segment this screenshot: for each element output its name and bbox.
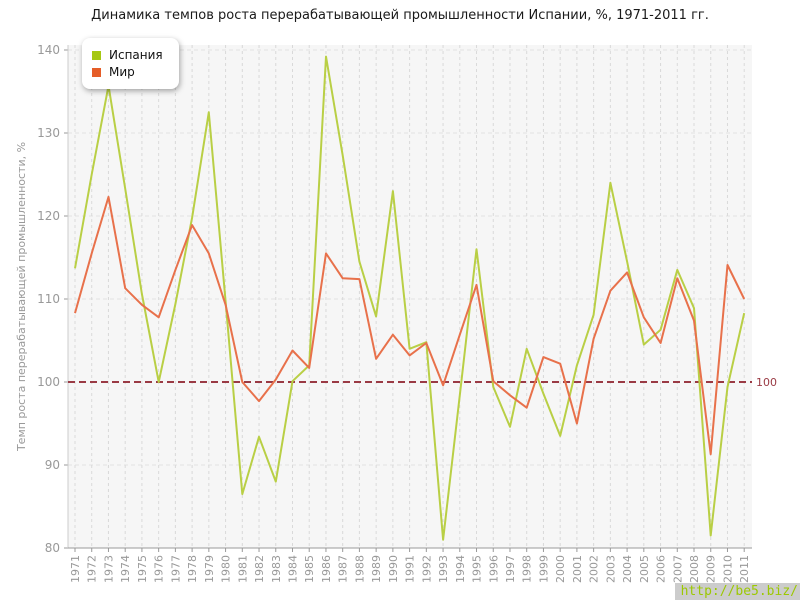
- y-tick-label: 110: [37, 292, 60, 306]
- x-tick-label: 1991: [404, 555, 417, 583]
- x-tick-label: 1975: [136, 555, 149, 583]
- x-tick-label: 1990: [387, 555, 400, 583]
- x-tick-label: 2001: [571, 555, 584, 583]
- x-tick-label: 1989: [370, 555, 383, 583]
- x-tick-label: 1988: [353, 555, 366, 583]
- y-tick-label: 120: [37, 209, 60, 223]
- x-tick-label: 2007: [671, 555, 684, 583]
- x-tick-label: 1998: [521, 555, 534, 583]
- legend-item-spain[interactable]: Испания: [92, 48, 163, 62]
- x-tick-label: 1971: [69, 555, 82, 583]
- x-tick-label: 1995: [471, 555, 484, 583]
- legend-label-spain: Испания: [109, 48, 163, 62]
- y-axis-title: Темп роста перерабатывающей промышленнос…: [15, 142, 28, 452]
- y-tick-label: 140: [37, 43, 60, 57]
- legend-item-world[interactable]: Мир: [92, 65, 163, 79]
- x-tick-label: 2010: [721, 555, 734, 583]
- x-tick-label: 2008: [688, 555, 701, 583]
- x-tick-label: 1979: [203, 555, 216, 583]
- y-tick-label: 80: [45, 541, 60, 555]
- x-tick-label: 2009: [705, 555, 718, 583]
- x-tick-label: 1981: [236, 555, 249, 583]
- legend: Испания Мир: [82, 38, 179, 89]
- x-tick-label: 2011: [738, 555, 751, 583]
- x-tick-label: 1987: [337, 555, 350, 583]
- x-tick-label: 2004: [621, 555, 634, 583]
- x-tick-label: 1973: [102, 555, 115, 583]
- chart-title: Динамика темпов роста перерабатывающей п…: [91, 8, 709, 23]
- plot-background: [68, 45, 752, 548]
- x-tick-label: 1994: [454, 555, 467, 583]
- x-tick-label: 1996: [487, 555, 500, 583]
- x-tick-label: 1977: [169, 555, 182, 583]
- x-tick-label: 2006: [655, 555, 668, 583]
- spain-swatch-icon: [92, 50, 101, 60]
- x-tick-label: 1993: [437, 555, 450, 583]
- x-tick-label: 1976: [153, 555, 166, 583]
- x-tick-label: 1997: [504, 555, 517, 583]
- x-tick-label: 1972: [86, 555, 99, 583]
- watermark-link[interactable]: http://be5.biz/: [674, 583, 800, 600]
- x-tick-label: 1983: [270, 555, 283, 583]
- x-tick-label: 2005: [638, 555, 651, 583]
- series-line-world: [74, 195, 746, 456]
- y-tick-label: 90: [45, 458, 60, 472]
- x-tick-label: 1992: [420, 555, 433, 583]
- x-tick-label: 2003: [604, 555, 617, 583]
- x-tick-label: 1978: [186, 555, 199, 583]
- baseline-label: 100: [756, 376, 777, 389]
- x-tick-label: 1980: [220, 555, 233, 583]
- x-tick-label: 1999: [537, 555, 550, 583]
- x-tick-label: 1974: [119, 555, 132, 583]
- x-tick-label: 1982: [253, 555, 266, 583]
- x-tick-label: 2002: [588, 555, 601, 583]
- y-tick-label: 130: [37, 126, 60, 140]
- x-tick-label: 1986: [320, 555, 333, 583]
- y-tick-label: 100: [37, 375, 60, 389]
- x-tick-label: 1984: [286, 555, 299, 583]
- world-swatch-icon: [92, 67, 101, 77]
- x-tick-label: 1985: [303, 555, 316, 583]
- legend-label-world: Мир: [109, 65, 135, 79]
- x-tick-label: 2000: [554, 555, 567, 583]
